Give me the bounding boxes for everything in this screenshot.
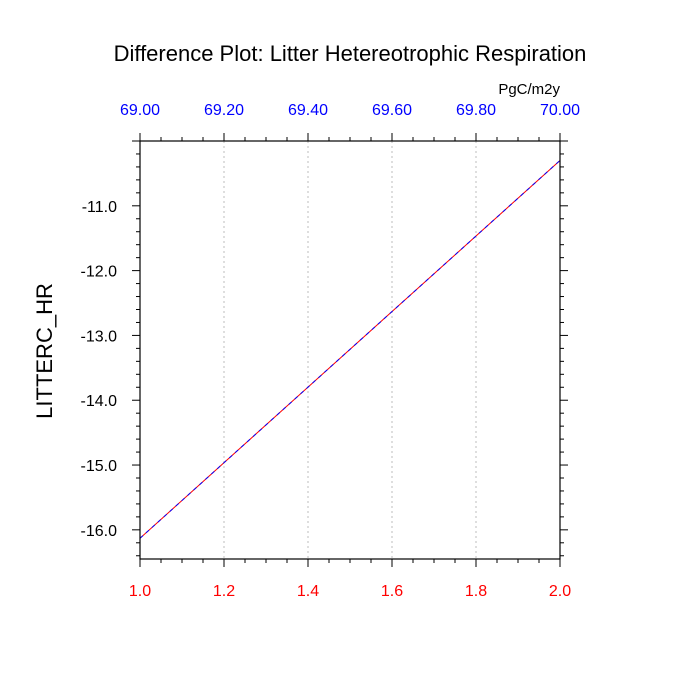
x-bottom-tick-label: 2.0: [549, 583, 571, 600]
x-bottom-tick-label: 1.2: [213, 583, 235, 600]
x-top-tick-label: 69.20: [204, 102, 244, 119]
x-top-tick-label: 70.00: [540, 102, 580, 119]
x-bottom-tick-label: 1.0: [129, 583, 151, 600]
y-tick-label: -13.0: [81, 328, 118, 345]
x-bottom-tick-label: 1.6: [381, 583, 403, 600]
x-bottom-tick-label: 1.4: [297, 583, 319, 600]
x-bottom-tick-label: 1.8: [465, 583, 487, 600]
x-top-tick-label: 69.40: [288, 102, 328, 119]
y-tick-label: -14.0: [81, 393, 118, 410]
x-top-tick-label: 69.60: [372, 102, 412, 119]
tick-label-layer: 1.0 1.2 1.4 1.6 1.8 2.0 69.00 69.20 69.40 69.60 69…: [81, 102, 581, 600]
chart-title: Difference Plot: Litter Hetereotrophic R…: [114, 41, 587, 66]
y-axis-label: LITTERC_HR: [32, 283, 57, 419]
top-axis-units: PgC/m2y: [498, 81, 560, 98]
y-tick-label: -16.0: [81, 523, 118, 540]
x-top-tick-label: 69.80: [456, 102, 496, 119]
y-tick-label: -15.0: [81, 458, 118, 475]
axes-layer: [132, 133, 568, 567]
x-top-tick-label: 69.00: [120, 102, 160, 119]
series-line-top-axis: [139, 160, 561, 539]
series-layer: [139, 160, 561, 539]
y-tick-label: -12.0: [81, 264, 118, 281]
y-tick-label: -11.0: [82, 199, 117, 216]
